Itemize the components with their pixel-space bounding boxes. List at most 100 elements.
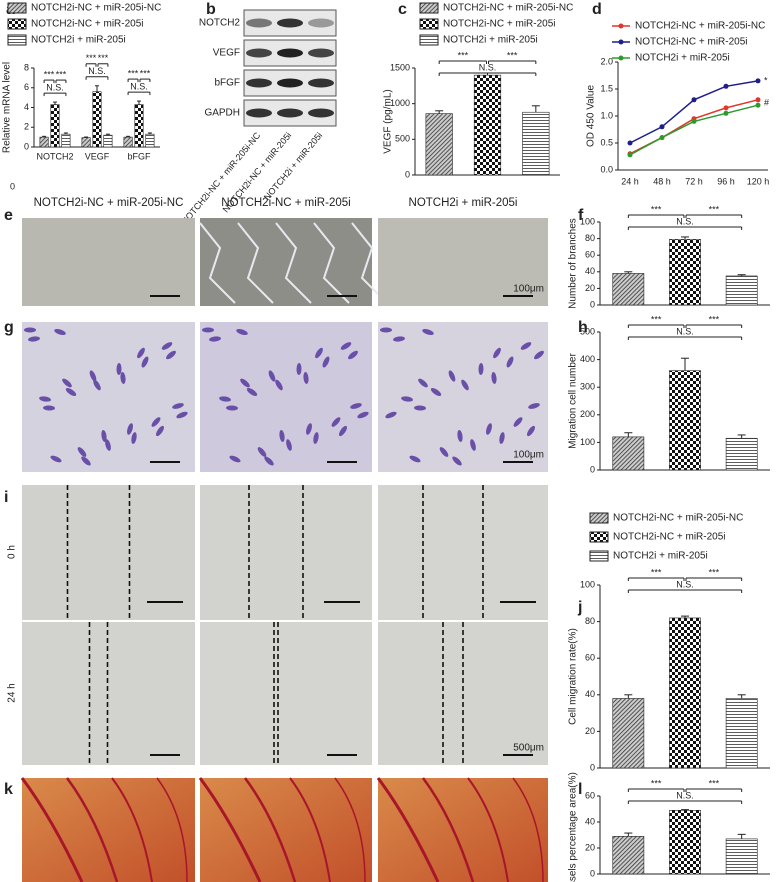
y-tick-label: 80 bbox=[585, 616, 595, 626]
y-tick-label: 1000 bbox=[390, 98, 410, 108]
column-header: NOTCH2i + miR-205i bbox=[409, 197, 518, 209]
point bbox=[691, 118, 697, 124]
significance-label: N.S. bbox=[676, 216, 694, 226]
bar bbox=[473, 74, 502, 176]
significance-label: *** bbox=[128, 68, 139, 78]
blood-vessel bbox=[111, 777, 153, 882]
blot-band bbox=[246, 48, 272, 58]
significance-label: *** bbox=[507, 50, 518, 60]
stained-cell bbox=[470, 439, 476, 451]
bar bbox=[123, 136, 133, 148]
point bbox=[723, 110, 729, 116]
y-axis-label: VEGF (pg/mL) bbox=[383, 89, 394, 153]
y-axis-label: Number of branches bbox=[568, 218, 579, 309]
blot-band bbox=[277, 18, 303, 28]
stained-cell bbox=[268, 370, 276, 382]
y-axis-label: OD 450 Value bbox=[586, 85, 597, 148]
legend-swatch bbox=[419, 2, 439, 14]
point bbox=[627, 140, 633, 146]
panel-label: f bbox=[578, 207, 584, 224]
blood-vessel bbox=[376, 777, 440, 882]
annotation: * bbox=[764, 75, 768, 85]
legend-label: NOTCH2i-NC + miR-205i bbox=[635, 37, 748, 48]
stained-cell bbox=[528, 403, 540, 409]
legend-swatch bbox=[419, 34, 439, 46]
lane-label: NOTCH2i + miR-205i bbox=[262, 130, 324, 202]
x-tick-label: 24 h bbox=[621, 176, 639, 186]
stained-cell bbox=[401, 396, 413, 402]
blot-band bbox=[308, 18, 334, 28]
y-tick-label: 500 bbox=[395, 134, 410, 144]
scale-label: 100μm bbox=[513, 450, 544, 461]
scale-label: 500μm bbox=[513, 743, 544, 754]
bar bbox=[103, 134, 113, 148]
stained-cell bbox=[202, 327, 214, 333]
stained-cell bbox=[461, 379, 469, 391]
legend-label: NOTCH2i-NC + miR-205i bbox=[443, 19, 556, 30]
panel-label: j bbox=[577, 599, 582, 616]
bar bbox=[134, 104, 144, 148]
stained-cell bbox=[296, 363, 302, 375]
significance-label: *** bbox=[651, 204, 662, 214]
stained-cell bbox=[219, 396, 231, 402]
significance-label: *** bbox=[86, 53, 97, 63]
significance-label: *** bbox=[56, 69, 67, 79]
y-tick-label: 1.5 bbox=[600, 83, 613, 93]
significance-label: *** bbox=[651, 314, 662, 324]
stained-cell bbox=[62, 378, 72, 388]
legend-label: NOTCH2i + miR-205i bbox=[443, 35, 538, 46]
point bbox=[627, 152, 633, 158]
significance-label: *** bbox=[709, 567, 720, 577]
stained-cell bbox=[331, 417, 341, 427]
legend-swatch bbox=[589, 531, 609, 543]
blot-band bbox=[277, 78, 303, 88]
stained-cell bbox=[393, 336, 405, 342]
stained-cell bbox=[155, 425, 165, 437]
bar bbox=[425, 113, 453, 176]
stained-cell bbox=[306, 423, 312, 435]
x-tick-label: 48 h bbox=[653, 176, 671, 186]
bar bbox=[725, 698, 758, 769]
line bbox=[629, 80, 759, 144]
legend-swatch bbox=[419, 18, 439, 30]
micrograph bbox=[200, 622, 372, 765]
stained-cell bbox=[303, 372, 309, 384]
column-header: NOTCH2i-NC + miR-205i-NC bbox=[34, 197, 184, 209]
y-tick-label: 1.0 bbox=[600, 110, 613, 120]
legend-label: NOTCH2i-NC + miR-205i-NC bbox=[635, 21, 765, 32]
legend-label: NOTCH2i + miR-205i bbox=[635, 53, 730, 64]
stray-label: 0 bbox=[10, 181, 15, 191]
protein-label: bFGF bbox=[214, 78, 240, 89]
stained-cell bbox=[457, 430, 463, 442]
stained-cell bbox=[172, 403, 184, 409]
significance-label: *** bbox=[651, 778, 662, 788]
protein-label: NOTCH2 bbox=[199, 18, 241, 29]
stained-cell bbox=[409, 455, 421, 463]
y-tick-label: 0.0 bbox=[600, 164, 613, 174]
y-tick-label: 500 bbox=[580, 326, 595, 336]
stained-cell bbox=[275, 379, 283, 391]
significance-label: *** bbox=[709, 204, 720, 214]
significance-label: N.S. bbox=[130, 81, 148, 91]
panel-label: h bbox=[578, 319, 588, 336]
stained-cell bbox=[161, 342, 173, 350]
stained-cell bbox=[105, 439, 111, 451]
significance-label: *** bbox=[458, 50, 469, 60]
blood-vessel bbox=[243, 777, 297, 882]
blood-vessel bbox=[512, 777, 544, 882]
stained-cell bbox=[313, 432, 319, 444]
panel-label: e bbox=[4, 207, 13, 224]
stained-cell bbox=[315, 347, 323, 359]
significance-label: N.S. bbox=[46, 82, 64, 92]
line bbox=[629, 99, 759, 155]
significance-label: *** bbox=[98, 53, 109, 63]
blot-band bbox=[277, 108, 303, 118]
y-axis-label: Relative mRNA level bbox=[2, 62, 13, 153]
y-tick-label: 2 bbox=[24, 122, 29, 132]
y-tick-label: 0 bbox=[405, 169, 410, 179]
panel-label: d bbox=[592, 1, 602, 18]
stained-cell bbox=[81, 456, 91, 466]
y-tick-label: 80 bbox=[585, 233, 595, 243]
stained-cell bbox=[141, 356, 149, 368]
